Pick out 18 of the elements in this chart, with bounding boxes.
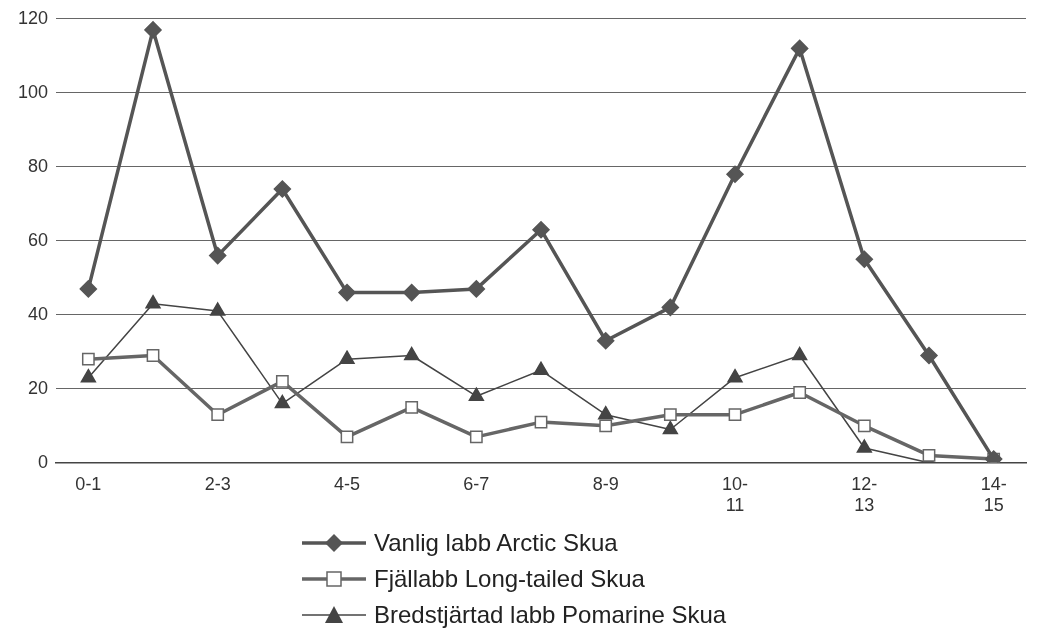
- legend-label: Fjällabb Long-tailed Skua: [374, 565, 645, 593]
- x-tick-label: 8-9: [592, 473, 619, 494]
- y-tick-label: 40: [28, 303, 49, 324]
- x-tick-label: 0-1: [75, 473, 102, 494]
- legend-label: Bredstjärtad labb Pomarine Skua: [374, 601, 727, 629]
- y-tick-label: 80: [28, 155, 49, 176]
- y-tick-label: 100: [17, 81, 49, 102]
- x-tick-label: 4-5: [334, 473, 361, 494]
- x-tick-label: 6-7: [463, 473, 490, 494]
- y-tick-label: 60: [28, 229, 49, 250]
- x-tick-label: 10-11: [722, 473, 749, 516]
- y-tick-label: 120: [17, 7, 49, 28]
- legend-label: Vanlig labb Arctic Skua: [374, 529, 618, 557]
- y-tick-label: 0: [38, 451, 49, 472]
- x-tick-label: 12-13: [851, 473, 878, 516]
- x-tick-label: 2-3: [204, 473, 231, 494]
- y-tick-label: 20: [28, 377, 49, 398]
- x-tick-label: 14-15: [980, 473, 1007, 516]
